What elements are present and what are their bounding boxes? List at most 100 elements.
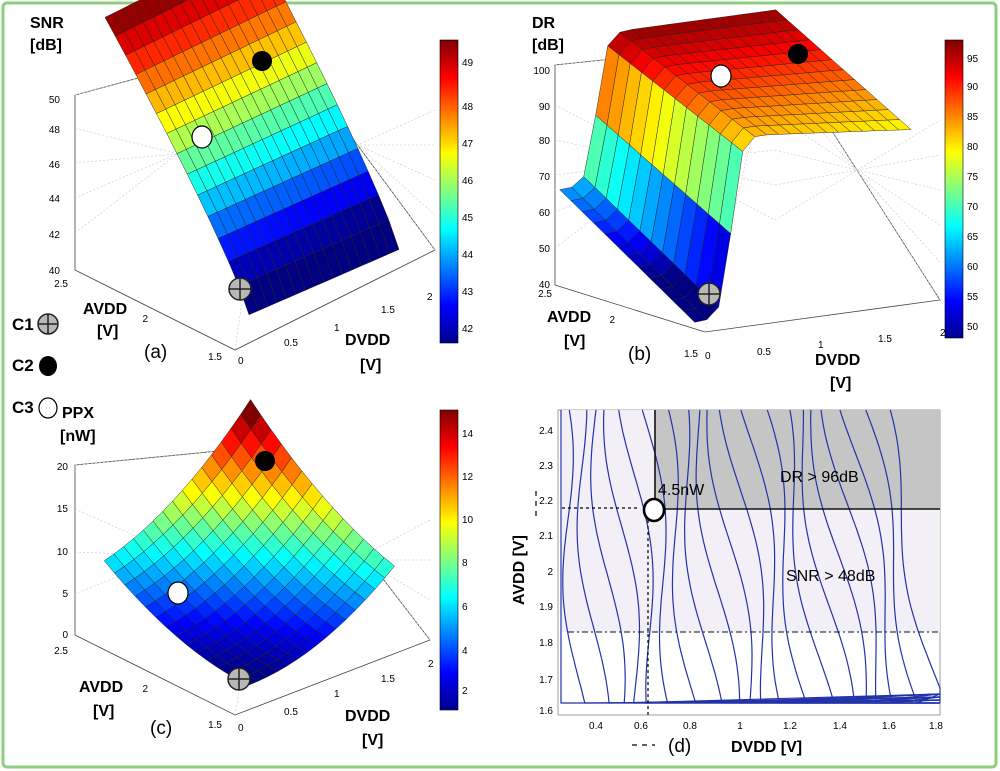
panel-b-z-tick: 60 (539, 208, 551, 219)
panel-c-y-tick: 2 (142, 684, 148, 695)
open-circle-icon (38, 397, 58, 419)
panel-d-y-tick: 2.4 (539, 426, 553, 437)
panel-c-caption: (c) (150, 718, 172, 739)
panel-c-x-tick: 1.5 (381, 674, 395, 685)
panel-d-y-tick: 1.8 (539, 638, 553, 649)
panel-d-x-label: DVDD [V] (731, 739, 802, 756)
panel-b-colorbar-tick: 60 (967, 262, 979, 273)
panel-a-y-tick: 2.5 (54, 279, 68, 290)
panel-b-x-tick: 0 (705, 351, 711, 362)
panel-b-colorbar-tick: 70 (967, 202, 979, 213)
panel-a-x-tick: 0.5 (284, 338, 298, 349)
panel-a-colorbar-tick: 42 (462, 324, 474, 335)
panel-a-marker-c3 (191, 125, 213, 149)
panel-a-colorbar-ticks: 42 43 44 45 46 47 48 49 (462, 58, 474, 335)
panel-d-optimum-marker (642, 497, 666, 523)
panel-b-colorbar-tick: 55 (967, 292, 979, 303)
panel-b-z-tick: 90 (539, 102, 551, 113)
panel-d-dr-region (655, 410, 940, 509)
panel-d-y-tick: 1.6 (539, 706, 553, 717)
panel-b-marker-c2 (788, 44, 808, 64)
panel-d-y-tick: 2.3 (539, 461, 553, 472)
panel-b-x-tick: 0.5 (757, 347, 771, 358)
panel-d: 1.6 1.7 1.8 1.9 2 2.1 2.2 2.3 2.4 0.4 0.… (511, 409, 943, 757)
panel-b-colorbar-tick: 85 (967, 112, 979, 123)
panel-b-z-tick: 40 (539, 280, 551, 291)
surface-facet (379, 219, 400, 254)
surface-facet (887, 119, 912, 131)
contour-line (706, 409, 941, 704)
panel-a-x-unit: [V] (360, 357, 381, 374)
contour-line (889, 409, 941, 703)
panel-a: 40 42 44 46 48 50 1.5 2 2.5 0 0.5 1 1.5 … (30, 0, 474, 374)
panel-a-colorbar-tick: 47 (462, 139, 474, 150)
panel-d-caption: (d) (668, 736, 691, 757)
panel-a-surface (104, 0, 400, 316)
panel-a-z-tick: 40 (49, 266, 61, 277)
contour-line (576, 409, 941, 704)
panel-a-z-unit: [dB] (30, 37, 62, 54)
panel-b-colorbar (944, 39, 964, 339)
panel-b-y-tick: 1.5 (684, 349, 698, 360)
panel-d-y-tick: 1.9 (539, 602, 553, 613)
panel-d-x-tick: 1.4 (833, 721, 847, 732)
panel-a-x-tick: 2 (427, 292, 433, 303)
panel-b-y-label: AVDD (547, 309, 591, 326)
panel-d-x-tick: 0.4 (589, 721, 603, 732)
panel-c-z-label: PPX (62, 405, 94, 422)
contour-line (766, 409, 941, 704)
panel-a-z-label: SNR (30, 15, 64, 32)
panel-a-y-tick: 2 (142, 314, 148, 325)
panel-d-y-tick: 1.7 (539, 675, 553, 686)
panel-d-dr-region-label: DR > 96dB (780, 469, 859, 486)
panel-b-x-tick: 1 (818, 340, 824, 351)
contour-line (810, 409, 940, 704)
panel-b-y-unit: [V] (564, 333, 585, 350)
panel-b-z-label: DR (532, 15, 556, 32)
panel-c-x-unit: [V] (362, 732, 383, 749)
panel-a-z-tick: 50 (49, 95, 61, 106)
panel-d-x-tick: 1 (737, 721, 743, 732)
surface-facet (374, 557, 395, 579)
panel-a-y-tick: 1.5 (208, 352, 222, 363)
panel-a-z-tick: 48 (49, 125, 61, 136)
panel-b: 40 50 60 70 80 90 100 1.5 2 2.5 0 0.5 1 … (532, 9, 979, 392)
panel-a-caption: (a) (144, 342, 167, 363)
legend-label-c3: C3 (12, 398, 34, 417)
marker-legend: C1 C2 C3 (12, 313, 59, 419)
contour-line (789, 409, 941, 704)
panel-c-y-tick: 1.5 (208, 720, 222, 731)
panel-b-colorbar-ticks: 50 55 60 65 70 75 80 85 90 95 (967, 54, 979, 333)
panel-c-y-unit: [V] (93, 703, 114, 720)
panel-b-colorbar-tick: 80 (967, 142, 979, 153)
panel-c-x-tick: 0.5 (284, 707, 298, 718)
panel-c-x-tick: 0 (238, 723, 244, 734)
panel-d-y-label: AVDD [V] (511, 535, 528, 605)
panel-b-z-tick: 50 (539, 244, 551, 255)
panel-b-x-label: DVDD (815, 352, 860, 369)
panel-b-x-tick: 1.5 (878, 334, 892, 345)
panel-c-z-tick: 10 (57, 547, 69, 558)
panel-c-z-tick: 15 (57, 504, 69, 515)
panel-a-colorbar-tick: 49 (462, 58, 474, 69)
panel-a-y-unit: [V] (97, 323, 118, 340)
panel-b-colorbar-tick: 75 (967, 172, 979, 183)
panel-c-y-label: AVDD (79, 679, 123, 696)
panel-b-y-tick: 2.5 (538, 289, 552, 300)
contour-line (740, 409, 940, 704)
panel-c-x-tick: 2 (428, 659, 434, 670)
panel-c-x-tick: 1 (334, 689, 340, 700)
panel-a-colorbar-tick: 43 (462, 287, 474, 298)
legend-label-c1: C1 (12, 315, 34, 334)
panel-a-colorbar-tick: 46 (462, 176, 474, 187)
panel-a-x-tick: 1 (334, 323, 340, 334)
panel-d-y-tick: 2.1 (539, 531, 553, 542)
contour-line (839, 409, 941, 704)
panel-c-colorbar-tick: 8 (462, 558, 468, 569)
panel-b-z-tick: 70 (539, 172, 551, 183)
panel-a-z-tick: 44 (49, 194, 61, 205)
crossed-circle-icon (37, 313, 59, 335)
panel-b-y-tick: 2 (609, 315, 615, 326)
